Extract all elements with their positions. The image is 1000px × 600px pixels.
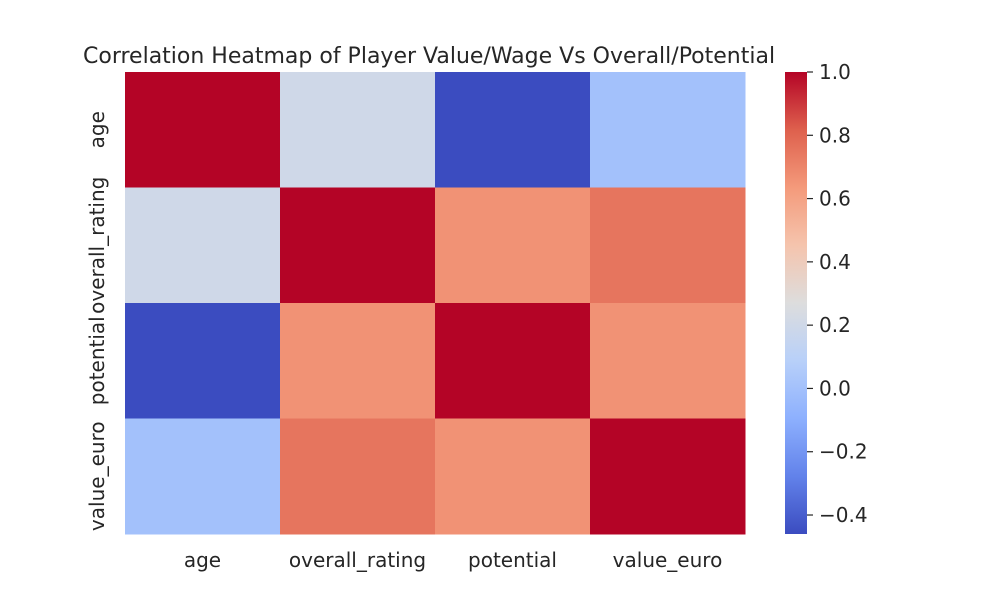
heatmap-cell-age-overall_rating [280, 72, 436, 188]
heatmap-cell-overall_rating-potential [435, 187, 591, 304]
heatmap-cell-value_euro-potential [435, 418, 591, 535]
y-tick-label: value_euro [85, 421, 109, 531]
heatmap-cell-potential-overall_rating [280, 303, 436, 419]
heatmap-cell-potential-value_euro [590, 303, 746, 419]
x-tick-label: potential [468, 548, 557, 572]
heatmap-cell-overall_rating-value_euro [590, 187, 746, 304]
y-tick-label: age [85, 111, 109, 148]
colorbar [785, 72, 807, 534]
heatmap-cell-potential-age [125, 303, 281, 419]
heatmap-cell-age-age [125, 72, 281, 188]
heatmap-cell-potential-potential [435, 303, 591, 419]
colorbar-tick-label: −0.4 [819, 503, 868, 527]
colorbar-tick-label: 0.4 [819, 250, 851, 274]
y-tick-label: overall_rating [85, 177, 109, 314]
colorbar-ticks: −0.4 −0.2 0.0 0.2 0.4 0.6 0.8 1.0 [807, 60, 868, 527]
heatmap-cell-age-value_euro [590, 72, 746, 188]
heatmap-cell-value_euro-age [125, 418, 281, 535]
colorbar-tick-label: 0.8 [819, 123, 851, 147]
heatmap-cell-value_euro-overall_rating [280, 418, 436, 535]
heatmap-cells [125, 72, 746, 535]
x-tick-label: overall_rating [289, 548, 426, 572]
heatmap-cell-overall_rating-overall_rating [280, 187, 436, 304]
chart-title: Correlation Heatmap of Player Value/Wage… [83, 44, 775, 69]
heatmap-cell-value_euro-value_euro [590, 418, 746, 535]
heatmap-cell-age-potential [435, 72, 591, 188]
colorbar-tick-label: 1.0 [819, 60, 851, 84]
x-tick-labels: age overall_rating potential value_euro [184, 548, 722, 572]
colorbar-tick-label: 0.0 [819, 376, 851, 400]
heatmap-cell-overall_rating-age [125, 187, 281, 304]
colorbar-tick-label: −0.2 [819, 440, 868, 464]
colorbar-tick-label: 0.2 [819, 313, 851, 337]
x-tick-label: age [184, 548, 221, 572]
y-tick-label: potential [85, 316, 109, 405]
colorbar-tick-label: 0.6 [819, 187, 851, 211]
x-tick-label: value_euro [613, 548, 723, 572]
